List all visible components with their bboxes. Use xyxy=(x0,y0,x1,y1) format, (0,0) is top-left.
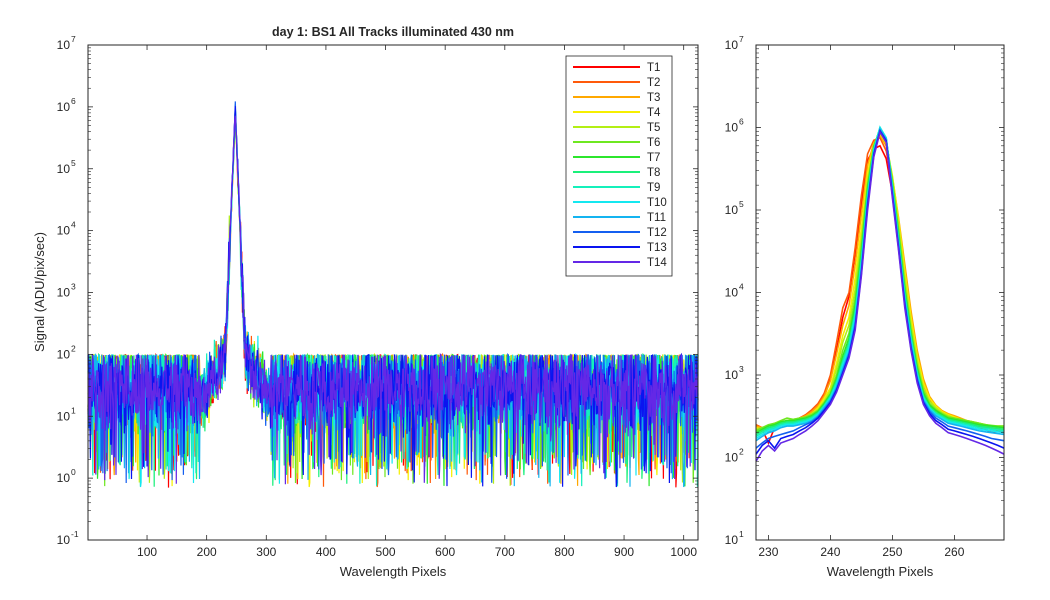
zoom-x-axis-label: Wavelength Pixels xyxy=(827,564,934,579)
legend-label-T4: T4 xyxy=(647,107,661,119)
main-y-tick-label: 10 xyxy=(57,409,71,423)
main-y-tick-exponent: 1 xyxy=(71,405,76,415)
legend-label-T13: T13 xyxy=(647,242,667,254)
legend-label-T12: T12 xyxy=(647,227,667,239)
main-y-tick-exponent: 7 xyxy=(71,34,76,44)
zoom-y-tick-label: 10 xyxy=(725,203,739,217)
main-y-tick-label: 10 xyxy=(57,162,71,176)
zoom-x-tick-label: 260 xyxy=(944,545,964,559)
main-x-tick-label: 200 xyxy=(197,545,217,559)
zoom-y-tick-exponent: 2 xyxy=(739,447,744,457)
main-y-tick-label: 10 xyxy=(57,347,71,361)
zoom-series-line-T14 xyxy=(755,130,1005,462)
legend-label-T14: T14 xyxy=(647,257,667,269)
main-y-tick-exponent: 6 xyxy=(71,96,76,106)
zoom-y-tick-exponent: 3 xyxy=(739,364,744,374)
main-y-tick-label: 10 xyxy=(57,533,71,547)
legend-label-T8: T8 xyxy=(647,167,660,179)
zoom-y-tick-exponent: 1 xyxy=(739,529,744,539)
main-x-tick-label: 800 xyxy=(554,545,574,559)
main-x-tick-label: 700 xyxy=(495,545,515,559)
zoom-y-tick-label: 10 xyxy=(725,38,739,52)
main-y-tick-exponent: -1 xyxy=(71,529,79,539)
series-line-T14 xyxy=(87,115,699,485)
peak-zoom-lines xyxy=(755,125,1005,462)
main-y-tick-exponent: 4 xyxy=(71,220,76,230)
zoom-y-tick-label: 10 xyxy=(725,368,739,382)
main-y-tick-exponent: 5 xyxy=(71,158,76,168)
zoom-x-tick-label: 240 xyxy=(820,545,840,559)
zoom-y-tick-exponent: 7 xyxy=(739,34,744,44)
legend-label-T7: T7 xyxy=(647,152,660,164)
main-x-tick-label: 100 xyxy=(137,545,157,559)
main-y-tick-label: 10 xyxy=(57,100,71,114)
x-axis-label: Wavelength Pixels xyxy=(340,564,447,579)
main-y-tick-label: 10 xyxy=(57,38,71,52)
zoom-x-tick-label: 230 xyxy=(758,545,778,559)
zoom-y-tick-label: 10 xyxy=(725,451,739,465)
zoom-x-tick-label: 250 xyxy=(882,545,902,559)
legend: T1 T2 T3 T4 T5 T6 T7 T8 T9 T10 T11 T12 T13 T14 xyxy=(565,55,673,277)
main-spectrum-lines xyxy=(87,101,699,488)
zoom-y-tick-exponent: 5 xyxy=(739,199,744,209)
legend-label-T3: T3 xyxy=(647,92,660,104)
main-y-tick-label: 10 xyxy=(57,224,71,238)
zoom-y-tick-label: 10 xyxy=(725,286,739,300)
zoom-y-tick-exponent: 4 xyxy=(739,282,744,292)
main-x-tick-label: 600 xyxy=(435,545,455,559)
main-y-tick-exponent: 3 xyxy=(71,282,76,292)
legend-label-T6: T6 xyxy=(647,137,660,149)
main-y-tick-label: 10 xyxy=(57,286,71,300)
main-x-tick-label: 300 xyxy=(256,545,276,559)
main-y-tick-label: 10 xyxy=(57,471,71,485)
main-y-tick-exponent: 0 xyxy=(71,467,76,477)
legend-label-T11: T11 xyxy=(647,212,666,224)
legend-label-T5: T5 xyxy=(647,122,660,134)
chart-title: day 1: BS1 All Tracks illuminated 430 nm xyxy=(272,25,514,39)
zoom-y-tick-exponent: 6 xyxy=(739,117,744,127)
main-x-tick-label: 400 xyxy=(316,545,336,559)
legend-label-T10: T10 xyxy=(647,197,667,209)
legend-label-T9: T9 xyxy=(647,182,660,194)
main-y-tick-exponent: 2 xyxy=(71,343,76,353)
zoom-series-line-T10 xyxy=(755,125,1005,440)
main-x-tick-label: 1000 xyxy=(670,545,697,559)
y-axis-label: Signal (ADU/pix/sec) xyxy=(32,232,47,352)
zoom-y-tick-label: 10 xyxy=(725,121,739,135)
main-x-tick-label: 500 xyxy=(376,545,396,559)
zoom-y-tick-label: 10 xyxy=(725,533,739,547)
legend-label-T1: T1 xyxy=(647,62,660,74)
main-x-tick-label: 900 xyxy=(614,545,634,559)
legend-label-T2: T2 xyxy=(647,77,660,89)
